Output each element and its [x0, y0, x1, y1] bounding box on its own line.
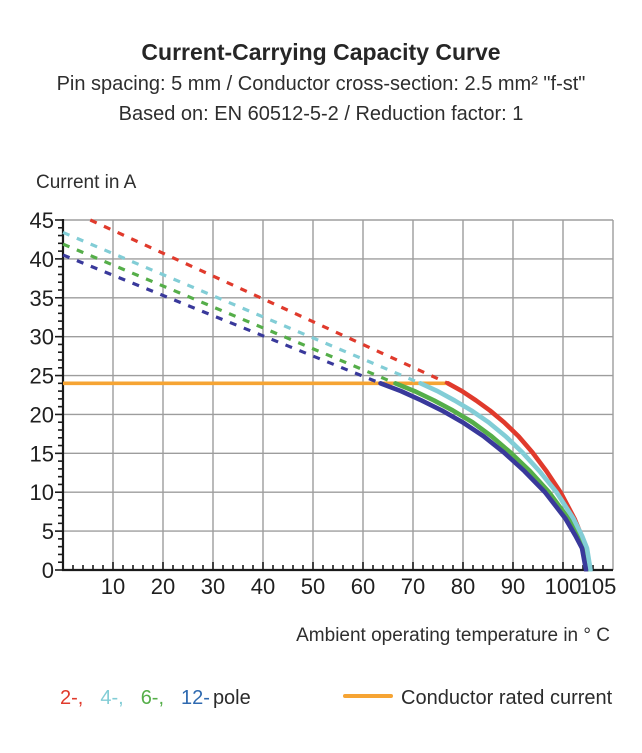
solid-curves	[378, 381, 593, 572]
dashed-curve-4-pole	[62, 230, 422, 385]
dashed-curve-6-pole	[62, 242, 397, 385]
svg-text:30: 30	[30, 325, 54, 350]
pole-legend-item-2: 2-,	[60, 687, 84, 709]
pole-legend-suffix: pole	[212, 687, 251, 709]
dashed-curves	[62, 218, 449, 385]
svg-text:100: 100	[545, 574, 582, 599]
pole-legend: 2-, 4-, 6-, 12- pole	[60, 687, 251, 710]
dashed-curve-2-pole	[83, 218, 449, 385]
rated-current-label: Conductor rated current	[401, 687, 613, 709]
svg-text:30: 30	[201, 574, 225, 599]
svg-text:20: 20	[151, 574, 175, 599]
svg-text:105: 105	[580, 574, 617, 599]
y-axis-title: Current in A	[36, 172, 137, 193]
chart-subtitle-standard: Based on: EN 60512-5-2 / Reduction facto…	[118, 103, 524, 125]
x-axis-title: Ambient operating temperature in ° C	[296, 625, 610, 646]
svg-text:80: 80	[451, 574, 475, 599]
pole-legend-item-4: 4-,	[100, 687, 124, 709]
svg-text:40: 40	[251, 574, 275, 599]
svg-text:50: 50	[301, 574, 325, 599]
svg-text:60: 60	[351, 574, 375, 599]
gridlines	[63, 219, 614, 570]
svg-text:90: 90	[501, 574, 525, 599]
chart-subtitle-spacing: Pin spacing: 5 mm / Conductor cross-sect…	[56, 73, 586, 95]
axes	[61, 219, 613, 572]
rated-current-line-swatch	[343, 694, 393, 698]
svg-text:35: 35	[30, 286, 54, 311]
pole-legend-item-12: 12-	[181, 687, 210, 709]
chart-title: Current-Carrying Capacity Curve	[141, 39, 501, 65]
svg-text:40: 40	[30, 247, 54, 272]
svg-text:25: 25	[30, 364, 54, 389]
solid-curve-12-pole	[378, 381, 589, 572]
axis-ticks	[55, 219, 604, 571]
pole-legend-item-6: 6-,	[140, 687, 165, 709]
solid-curve-4-pole	[418, 381, 593, 572]
svg-text:15: 15	[30, 441, 54, 466]
svg-text:5: 5	[42, 519, 54, 544]
dashed-curve-12-pole	[62, 253, 382, 385]
svg-text:70: 70	[401, 574, 425, 599]
svg-text:20: 20	[30, 402, 54, 427]
svg-text:10: 10	[30, 480, 54, 505]
svg-text:10: 10	[101, 574, 125, 599]
svg-text:0: 0	[42, 558, 54, 583]
svg-text:45: 45	[30, 208, 54, 233]
